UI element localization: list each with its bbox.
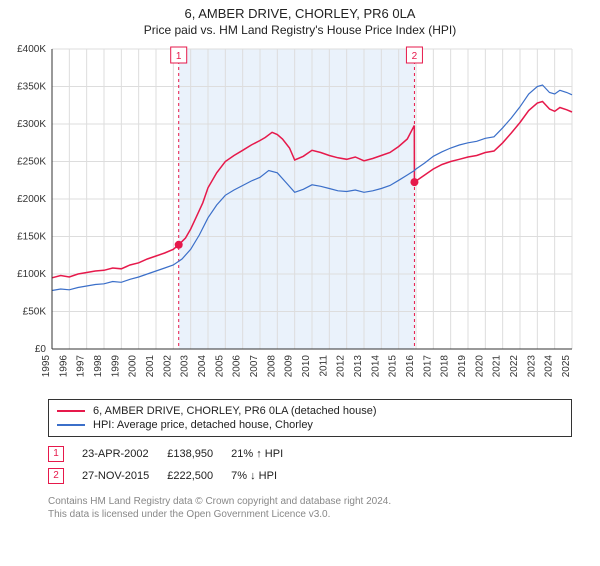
svg-text:2007: 2007 — [249, 355, 260, 378]
svg-text:2016: 2016 — [405, 355, 416, 378]
legend-swatch — [57, 410, 85, 412]
svg-text:£0: £0 — [35, 344, 47, 355]
svg-text:2001: 2001 — [145, 355, 156, 378]
transaction-date: 23-APR-2002 — [82, 443, 167, 465]
legend: 6, AMBER DRIVE, CHORLEY, PR6 0LA (detach… — [48, 399, 572, 437]
svg-text:£200K: £200K — [17, 194, 46, 205]
svg-text:2025: 2025 — [561, 355, 572, 378]
svg-text:2017: 2017 — [422, 355, 433, 378]
svg-text:1998: 1998 — [93, 355, 104, 378]
transaction-price: £222,500 — [167, 465, 231, 487]
page-title: 6, AMBER DRIVE, CHORLEY, PR6 0LA — [0, 6, 600, 21]
legend-label: HPI: Average price, detached house, Chor… — [93, 419, 313, 431]
svg-text:2020: 2020 — [474, 355, 485, 378]
transaction-delta: 21% ↑ HPI — [231, 443, 301, 465]
legend-swatch — [57, 424, 85, 426]
svg-text:2023: 2023 — [526, 355, 537, 378]
svg-text:2018: 2018 — [440, 355, 451, 378]
price-chart: £0 £50K £100K £150K £200K £250K £300K £350K £400… — [10, 41, 590, 391]
svg-text:2021: 2021 — [492, 355, 503, 378]
svg-text:2022: 2022 — [509, 355, 520, 378]
transaction-delta: 7% ↓ HPI — [231, 465, 301, 487]
svg-text:2011: 2011 — [318, 355, 329, 377]
svg-text:2014: 2014 — [370, 355, 381, 378]
transactions-table: 1 23-APR-2002£138,95021% ↑ HPI 2 27-NOV-201… — [48, 443, 301, 487]
svg-text:2019: 2019 — [457, 355, 468, 378]
svg-text:£400K: £400K — [17, 44, 46, 55]
svg-text:1997: 1997 — [76, 355, 87, 378]
marker-badge: 1 — [48, 446, 64, 462]
legend-row: 6, AMBER DRIVE, CHORLEY, PR6 0LA (detach… — [57, 404, 563, 418]
svg-text:2005: 2005 — [214, 355, 225, 378]
svg-text:1: 1 — [176, 51, 182, 62]
footer-line-1: Contains HM Land Registry data © Crown c… — [48, 495, 572, 508]
transaction-price: £138,950 — [167, 443, 231, 465]
svg-text:2010: 2010 — [301, 355, 312, 378]
svg-text:2024: 2024 — [544, 355, 555, 378]
svg-text:2009: 2009 — [284, 355, 295, 378]
footer-line-2: This data is licensed under the Open Gov… — [48, 508, 572, 521]
svg-text:2013: 2013 — [353, 355, 364, 378]
legend-label: 6, AMBER DRIVE, CHORLEY, PR6 0LA (detach… — [93, 405, 377, 417]
svg-text:2002: 2002 — [162, 355, 173, 378]
svg-text:2012: 2012 — [336, 355, 347, 378]
svg-text:2: 2 — [412, 51, 418, 62]
svg-text:£150K: £150K — [17, 232, 46, 243]
svg-text:2006: 2006 — [232, 355, 243, 378]
svg-text:£250K: £250K — [17, 157, 46, 168]
svg-text:2000: 2000 — [128, 355, 139, 378]
legend-row: HPI: Average price, detached house, Chor… — [57, 418, 563, 432]
svg-text:2003: 2003 — [180, 355, 191, 378]
footer-attribution: Contains HM Land Registry data © Crown c… — [48, 495, 572, 521]
svg-text:1999: 1999 — [110, 355, 121, 378]
svg-text:2008: 2008 — [266, 355, 277, 378]
svg-text:£100K: £100K — [17, 269, 46, 280]
marker-badge: 2 — [48, 468, 64, 484]
svg-text:£350K: £350K — [17, 82, 46, 93]
svg-text:£300K: £300K — [17, 119, 46, 130]
table-row: 1 23-APR-2002£138,95021% ↑ HPI — [48, 443, 301, 465]
transaction-date: 27-NOV-2015 — [82, 465, 167, 487]
svg-text:2015: 2015 — [388, 355, 399, 378]
page-subtitle: Price paid vs. HM Land Registry's House … — [0, 23, 600, 37]
svg-text:2004: 2004 — [197, 355, 208, 378]
svg-text:1996: 1996 — [58, 355, 69, 378]
table-row: 2 27-NOV-2015£222,5007% ↓ HPI — [48, 465, 301, 487]
svg-text:1995: 1995 — [41, 355, 52, 378]
svg-text:£50K: £50K — [23, 307, 47, 318]
